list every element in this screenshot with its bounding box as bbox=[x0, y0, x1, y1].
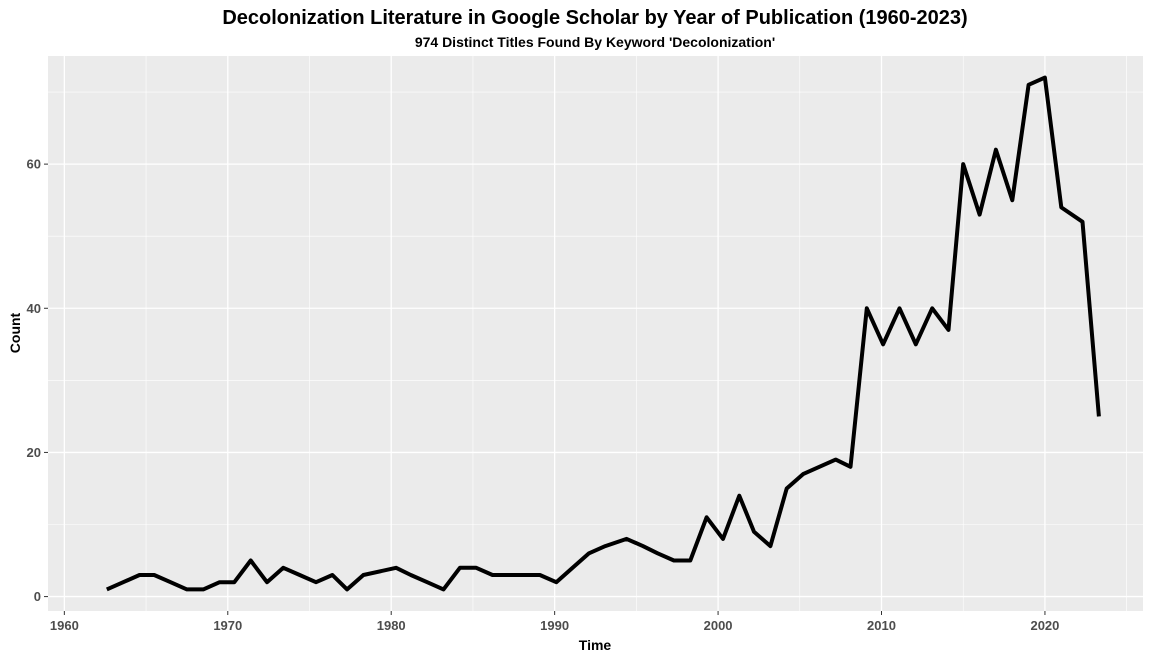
x-tick-label: 2020 bbox=[1030, 618, 1059, 633]
y-tick-label: 40 bbox=[27, 301, 41, 316]
x-tick-label: 2000 bbox=[704, 618, 733, 633]
x-tick-label: 1990 bbox=[540, 618, 569, 633]
y-tick-label: 60 bbox=[27, 157, 41, 172]
grid-lines bbox=[48, 56, 1143, 611]
y-axis: 0 20 40 60 bbox=[27, 157, 48, 604]
y-tick-label: 0 bbox=[34, 589, 41, 604]
series-layer bbox=[105, 75, 1101, 592]
x-tick-label: 1970 bbox=[213, 618, 242, 633]
plot-panel bbox=[48, 56, 1143, 611]
series-line bbox=[105, 75, 1101, 592]
x-tick-label: 2010 bbox=[867, 618, 896, 633]
x-axis-title: Time bbox=[579, 637, 612, 653]
chart-title: Decolonization Literature in Google Scho… bbox=[222, 7, 967, 29]
chart-subtitle: 974 Distinct Titles Found By Keyword 'De… bbox=[415, 34, 775, 50]
x-axis: 1960 1970 1980 1990 2000 2010 2020 bbox=[50, 611, 1059, 633]
x-tick-label: 1980 bbox=[377, 618, 406, 633]
x-tick-label: 1960 bbox=[50, 618, 79, 633]
y-axis-title: Count bbox=[7, 312, 23, 353]
y-tick-label: 20 bbox=[27, 445, 41, 460]
